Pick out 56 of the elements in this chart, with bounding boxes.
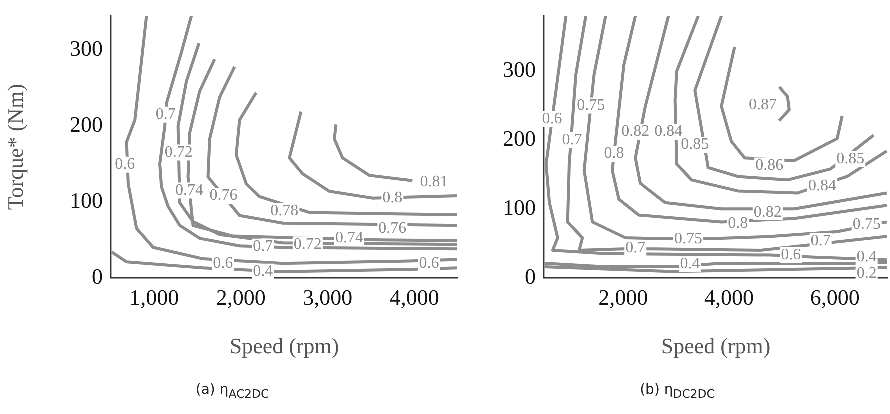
y-tick-label: 300 xyxy=(70,36,103,62)
y-tick-label: 100 xyxy=(503,194,536,220)
annotation: 0.84 xyxy=(808,178,837,195)
annotation: 0.74 xyxy=(335,230,364,247)
annotation: 0.85 xyxy=(681,136,710,154)
x-axis-title: Speed (rpm) xyxy=(230,334,340,359)
text: (a) η$_{AC2DC}$ xyxy=(194,382,270,401)
annotation: 0.76 xyxy=(210,187,238,204)
annotation: 0.8 xyxy=(382,190,403,207)
annotation: 0.78 xyxy=(270,202,299,220)
annotation: 0.75 xyxy=(577,96,606,114)
y-tick-label: 0 xyxy=(92,264,103,289)
annotation: 0.86 xyxy=(756,156,784,174)
y-tick-label: 300 xyxy=(503,57,536,82)
annotation: 0.6 xyxy=(115,156,136,174)
annotation: 0.4 xyxy=(680,255,700,272)
annotation: 0.4 xyxy=(253,263,274,280)
annotation: 0.6 xyxy=(419,254,440,272)
annotation: 0.7 xyxy=(626,240,646,257)
annotation: 0.7 xyxy=(156,106,176,124)
annotation: 0.75 xyxy=(674,230,703,248)
annotation: 0.85 xyxy=(836,150,865,168)
x-tick-label: 4,000 xyxy=(390,284,440,310)
annotation: 0.6 xyxy=(213,254,234,272)
annotation: 0.87 xyxy=(748,96,777,114)
annotation: 0.7 xyxy=(562,131,582,148)
annotation: 0.84 xyxy=(654,123,683,140)
annotation: 0.8 xyxy=(604,145,624,162)
annotation: 0.72 xyxy=(164,144,193,161)
annotation: 0.7 xyxy=(810,232,831,250)
annotation: 0.82 xyxy=(754,204,782,221)
y-tick-label: 200 xyxy=(70,112,103,138)
y-tick-label: 100 xyxy=(70,188,103,213)
y-tick-label: 200 xyxy=(503,126,536,151)
annotation: 0.4 xyxy=(856,248,877,266)
annotation: 0.76 xyxy=(378,220,407,237)
annotation: 0.75 xyxy=(852,216,881,234)
text: (b) η$_{DC2DC}$ xyxy=(639,382,716,401)
x-tick-label: 4,000 xyxy=(704,284,754,310)
annotation: 0.74 xyxy=(176,182,204,199)
x-tick-label: 1,000 xyxy=(130,284,180,310)
annotation: 0.81 xyxy=(420,174,448,191)
annotation: 0.7 xyxy=(253,238,274,256)
x-tick-label: 2,000 xyxy=(216,284,266,310)
annotation: 0.82 xyxy=(622,123,650,140)
annotation: 0.72 xyxy=(294,236,322,253)
annotation: 0.2 xyxy=(856,265,877,282)
annotation: 0.6 xyxy=(542,110,562,128)
y-tick-label: 0 xyxy=(525,264,536,289)
annotation: 0.8 xyxy=(728,214,748,232)
y-axis-title: Torque* (Nm) xyxy=(2,84,28,210)
x-axis-title: Speed (rpm) xyxy=(661,334,771,359)
annotation: 0.6 xyxy=(781,246,802,264)
x-tick-label: 2,000 xyxy=(598,284,648,310)
x-tick-label: 6,000 xyxy=(810,284,860,310)
x-tick-label: 3,000 xyxy=(303,284,353,310)
